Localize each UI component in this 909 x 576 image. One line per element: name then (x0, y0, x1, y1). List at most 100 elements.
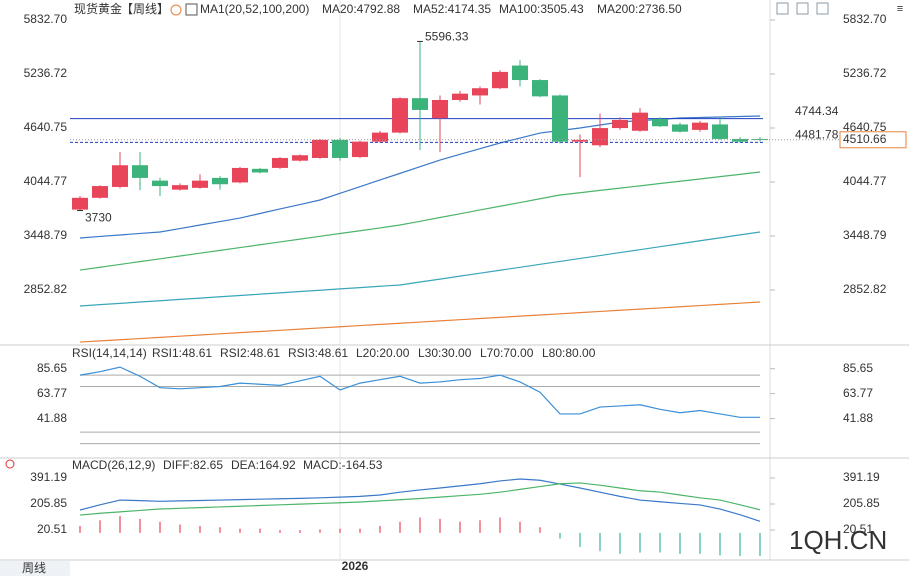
candle-body (712, 124, 728, 139)
y-tick-label-right: 3448.79 (843, 228, 887, 242)
y-tick-label-right: 4640.75 (843, 120, 887, 134)
candle-body (412, 98, 428, 110)
y-tick-label-right: 85.65 (843, 361, 873, 375)
candle-body (252, 168, 268, 173)
current-price-box (839, 131, 907, 149)
low-annotation: 3730 (85, 211, 112, 225)
candle-body (632, 112, 648, 131)
y-tick-label: 41.88 (37, 411, 67, 425)
y-tick-label-right: 5832.70 (843, 12, 887, 26)
candle-body (372, 132, 388, 142)
high-annotation: 5596.33 (425, 30, 469, 44)
candle-body (552, 95, 568, 142)
macd-line (79, 478, 761, 522)
footer-tab[interactable]: 周线 (22, 561, 46, 575)
candle-body (692, 122, 708, 130)
candle-body (132, 165, 148, 178)
footer-tab-bg[interactable] (0, 561, 70, 576)
y-tick-label: 20.51 (37, 522, 67, 536)
candle-body (232, 167, 248, 183)
y-tick-label: 85.65 (37, 361, 67, 375)
watermark: 1QH.CN (789, 525, 887, 555)
price-line-label: 4744.34 (795, 104, 839, 118)
legend-entry: MA200:2736.50 (597, 2, 682, 16)
candle-body (452, 93, 468, 100)
y-tick-label-right: 41.88 (843, 411, 873, 425)
candle-body (612, 119, 628, 129)
candle-body (212, 177, 228, 185)
candle-body (72, 197, 88, 210)
legend-entry: MA20:4792.88 (322, 2, 400, 16)
toolbar-button[interactable] (776, 2, 789, 15)
macd-icon (5, 459, 15, 469)
indicator-title: MACD(26,12,9) (72, 458, 155, 472)
candle-body (312, 139, 328, 158)
y-tick-label: 63.77 (37, 386, 67, 400)
y-tick-label-right: 391.19 (843, 470, 880, 484)
candle-body (492, 71, 508, 89)
macd-line (79, 482, 761, 516)
y-tick-label: 5832.70 (24, 12, 68, 26)
y-tick-label-right: 20.51 (843, 522, 873, 536)
y-tick-label-right: 205.85 (843, 496, 880, 510)
legend-entry: L80:80.00 (542, 346, 596, 360)
candle-body (392, 98, 408, 133)
candle-body (652, 119, 668, 127)
y-tick-label: 2852.82 (24, 282, 68, 296)
candle-body (432, 99, 448, 119)
legend-entry: L30:30.00 (418, 346, 472, 360)
legend-entry: MACD:-164.53 (303, 458, 383, 472)
indicator-icon[interactable] (185, 3, 198, 16)
price-line-label: 4481.78 (795, 128, 839, 142)
candle-body (672, 124, 688, 132)
legend-entry: RSI2:48.61 (220, 346, 280, 360)
candle-body (732, 138, 748, 142)
legend-entry: DEA:164.92 (231, 458, 296, 472)
y-tick-label-right: 5236.72 (843, 66, 887, 80)
chart-title: 现货黄金 (74, 1, 122, 16)
toolbar-button[interactable] (796, 2, 809, 15)
ma-line (79, 171, 761, 271)
ma-line (79, 231, 761, 307)
y-tick-label: 4044.77 (24, 174, 68, 188)
legend-entry: MA52:4174.35 (413, 2, 491, 16)
candle-body (532, 80, 548, 97)
y-tick-label: 3448.79 (24, 228, 68, 242)
candle-body (512, 65, 528, 81)
candle-body (572, 139, 588, 142)
legend-entry: L20:20.00 (356, 346, 410, 360)
settings-icon[interactable]: ≡ (897, 3, 903, 15)
y-tick-label-right: 63.77 (843, 386, 873, 400)
candle-body (592, 128, 608, 146)
legend-entry: L70:70.00 (480, 346, 534, 360)
indicator-label: MA1(20,52,100,200) (200, 2, 309, 16)
legend-entry: RSI3:48.61 (288, 346, 348, 360)
legend-entry: MA100:3505.43 (499, 2, 584, 16)
y-tick-label: 205.85 (30, 496, 67, 510)
candle-body (192, 180, 208, 188)
legend-entry: DIFF:82.65 (163, 458, 223, 472)
candle-body (272, 157, 288, 168)
y-tick-label-right: 4044.77 (843, 174, 887, 188)
period-label: 【周线】 (121, 2, 169, 16)
toolbar: ≡ (776, 2, 903, 15)
candle-body (352, 141, 368, 158)
y-tick-label: 5236.72 (24, 66, 68, 80)
candle-body (292, 155, 308, 161)
indicator-title: RSI(14,14,14) (72, 346, 147, 360)
ma-line (79, 301, 761, 343)
y-tick-label: 4640.75 (24, 120, 68, 134)
legend-entry: RSI1:48.61 (152, 346, 212, 360)
candle-body (172, 185, 188, 190)
period-icon[interactable] (170, 4, 182, 16)
toolbar-button[interactable] (816, 2, 829, 15)
candle-body (112, 165, 128, 187)
candle-body (92, 186, 108, 198)
candle-body (472, 88, 488, 96)
x-tick-label: 2026 (342, 559, 369, 573)
rsi-line (79, 366, 760, 418)
candle-body (152, 180, 168, 187)
current-price-label: 4510.66 (843, 132, 887, 146)
